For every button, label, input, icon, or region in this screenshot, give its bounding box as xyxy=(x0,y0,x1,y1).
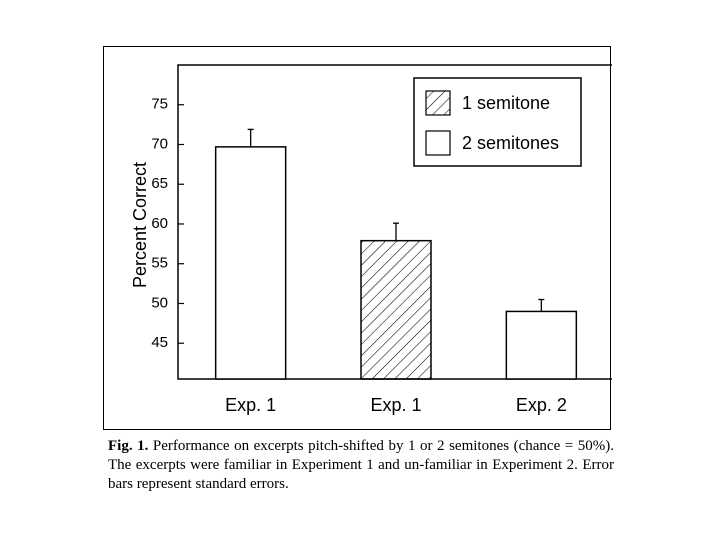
category-label-1: Exp. 1 xyxy=(225,395,276,415)
figure-caption: Fig. 1. Performance on excerpts pitch-sh… xyxy=(108,437,614,494)
y-tick-label-75: 75 xyxy=(151,96,168,113)
legend-swatch-open xyxy=(425,130,451,156)
category-label-2: Exp. 1 xyxy=(370,395,421,415)
caption-label: Fig. 1. xyxy=(108,438,149,454)
y-tick-label-55: 55 xyxy=(151,255,168,272)
bar-1 xyxy=(214,146,287,380)
y-tick-label-70: 70 xyxy=(151,135,168,152)
legend-label-2: 2 semitones xyxy=(462,133,559,153)
category-label-3: Exp. 2 xyxy=(516,395,567,415)
y-axis-ticks: 45 50 55 60 65 70 75 xyxy=(151,96,184,351)
y-tick-label-65: 65 xyxy=(151,175,168,192)
y-axis-title: Percent Correct xyxy=(130,162,150,288)
legend: 1 semitone 2 semitones xyxy=(413,77,582,167)
legend-swatch-hatched xyxy=(425,90,451,116)
y-tick-label-60: 60 xyxy=(151,215,168,232)
category-labels: Exp. 1 Exp. 1 Exp. 2 xyxy=(225,395,567,415)
y-tick-label-50: 50 xyxy=(151,294,168,311)
bar-3 xyxy=(505,310,578,380)
caption-text: Performance on excerpts pitch-shifted by… xyxy=(108,438,615,492)
figure-frame: Percent Correct 45 50 55 60 65 70 75 Exp. 1 Exp… xyxy=(103,46,612,430)
bars-group xyxy=(214,128,578,380)
y-tick-label-45: 45 xyxy=(151,334,168,351)
bar-2 xyxy=(360,239,432,380)
legend-label-1: 1 semitone xyxy=(462,93,550,113)
